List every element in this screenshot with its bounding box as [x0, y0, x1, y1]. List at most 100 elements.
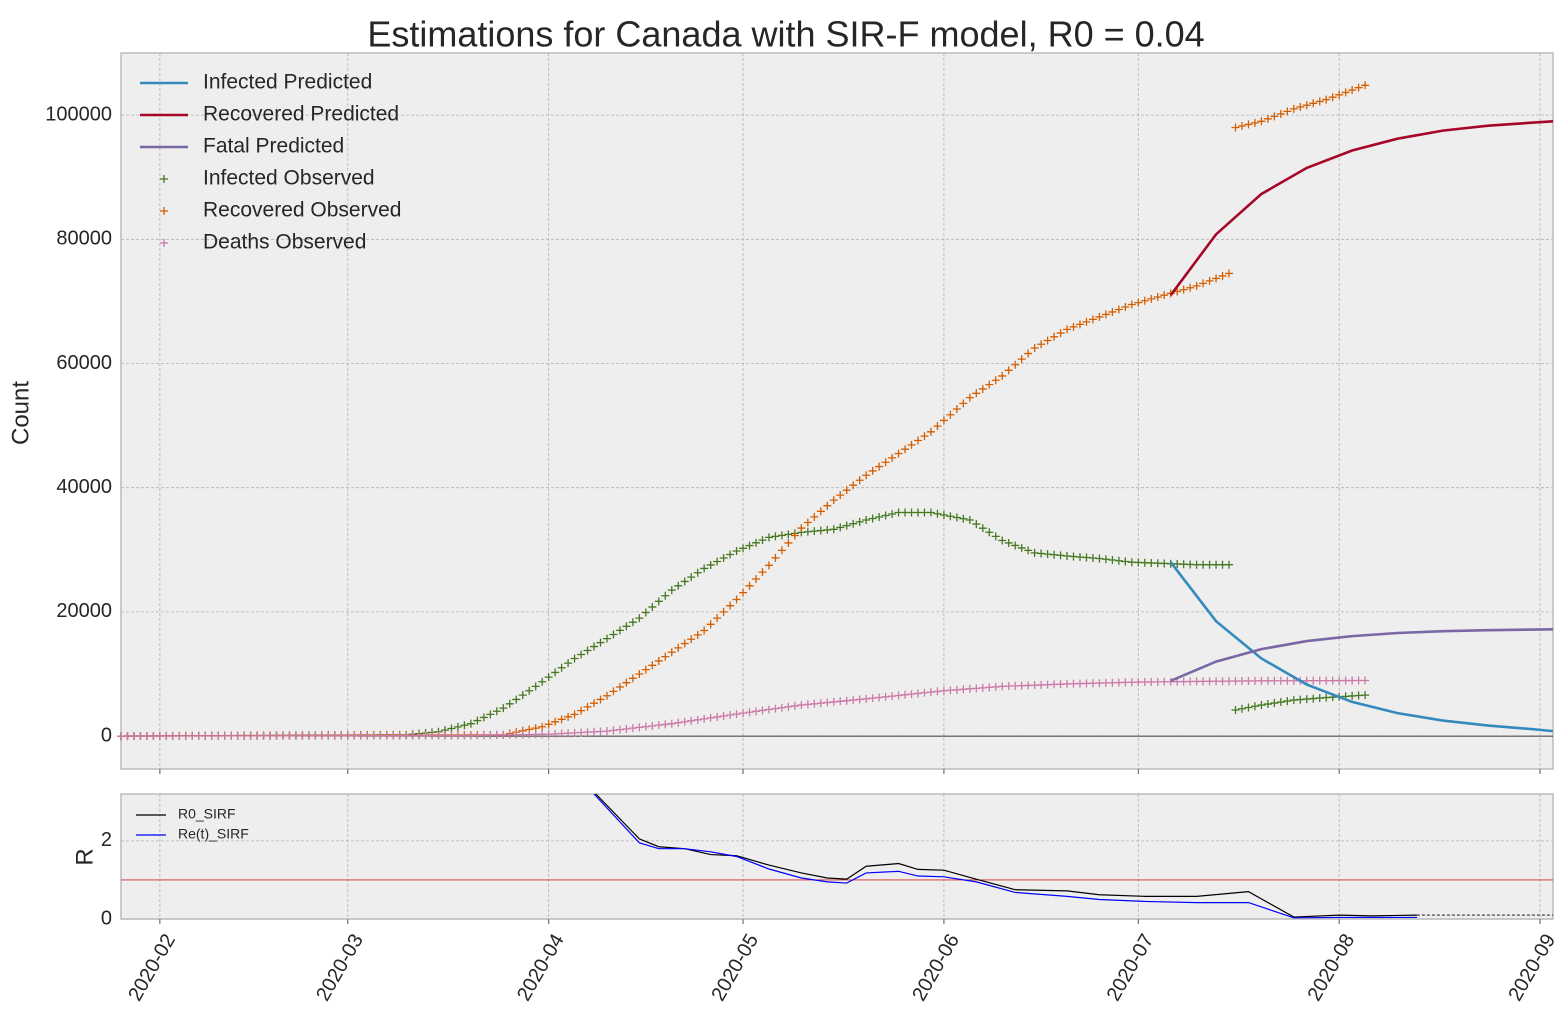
legend-label: Fatal Predicted	[203, 135, 344, 158]
data-point	[1354, 83, 1363, 92]
data-point	[881, 458, 890, 467]
data-point	[1341, 88, 1350, 97]
data-point	[920, 432, 929, 441]
data-point	[972, 389, 981, 398]
data-point	[1121, 557, 1130, 566]
data-point	[1134, 298, 1143, 307]
data-point	[933, 509, 942, 518]
x-tick-labels: 2020-02 2020-03 2020-04 2020-05 2020-06 2020-…	[124, 930, 1560, 1005]
bottom-y-tick-label: 0	[101, 907, 112, 929]
data-point	[1289, 104, 1298, 113]
data-point	[635, 614, 644, 623]
data-point	[641, 722, 650, 731]
data-point	[512, 695, 521, 704]
data-point	[1179, 285, 1188, 294]
data-point	[713, 614, 722, 623]
data-point	[1283, 697, 1292, 706]
top-y-tick-label: 20000	[56, 600, 112, 622]
data-point	[570, 710, 579, 719]
data-point	[842, 486, 851, 495]
data-point	[816, 507, 825, 516]
data-point	[777, 703, 786, 712]
data-point	[888, 510, 897, 519]
data-point	[492, 707, 501, 716]
legend-entry: Recovered Observed	[160, 199, 401, 222]
data-point	[1348, 86, 1357, 95]
data-point	[1043, 336, 1052, 345]
data-point	[868, 694, 877, 703]
data-point	[1302, 101, 1311, 110]
data-point	[1121, 302, 1130, 311]
top-y-tick-label: 0	[101, 724, 112, 746]
data-point	[1024, 546, 1033, 555]
data-point	[784, 530, 793, 539]
data-point	[667, 648, 676, 657]
data-point	[1147, 294, 1156, 303]
data-point	[719, 711, 728, 720]
deaths-observed-markers	[117, 676, 1370, 741]
bottom-y-tick-label: 2	[101, 829, 112, 851]
data-point	[1088, 315, 1097, 324]
data-point	[777, 546, 786, 555]
x-tick-label: 2020-09	[1504, 930, 1560, 1005]
top-y-tick-label: 100000	[45, 103, 112, 125]
data-point	[615, 725, 624, 734]
data-point	[641, 665, 650, 674]
data-point	[752, 574, 761, 583]
data-point	[1315, 97, 1324, 106]
data-point	[570, 654, 579, 663]
data-point	[894, 691, 903, 700]
data-point	[693, 568, 702, 577]
data-point	[661, 720, 670, 729]
data-point	[978, 524, 987, 533]
x-tick-label: 2020-03	[312, 930, 368, 1005]
recovered-predicted-line	[1169, 120, 1554, 296]
data-point	[1244, 120, 1253, 129]
data-point	[933, 687, 942, 696]
data-point	[661, 652, 670, 661]
data-point	[499, 704, 508, 713]
data-point	[978, 384, 987, 393]
data-point	[1218, 271, 1227, 280]
data-point	[758, 568, 767, 577]
data-point	[590, 642, 599, 651]
data-point	[985, 380, 994, 389]
data-point	[771, 532, 780, 541]
data-point	[596, 638, 605, 647]
data-point	[1095, 554, 1104, 563]
data-point	[525, 686, 534, 695]
x-tick-label: 2020-07	[1103, 930, 1159, 1005]
data-point	[1225, 269, 1234, 278]
data-point	[635, 723, 644, 732]
data-point	[635, 669, 644, 678]
data-point	[687, 716, 696, 725]
legend-label: Deaths Observed	[203, 231, 366, 254]
data-point	[551, 668, 560, 677]
data-point	[1263, 700, 1272, 709]
data-point	[790, 701, 799, 710]
data-point	[648, 721, 657, 730]
data-point	[680, 639, 689, 648]
data-point	[1270, 112, 1279, 121]
data-point	[577, 706, 586, 715]
data-point	[1276, 109, 1285, 118]
data-point	[1361, 676, 1370, 685]
data-point	[622, 678, 631, 687]
data-point	[726, 550, 735, 559]
x-tick-label: 2020-02	[124, 930, 180, 1005]
data-point	[577, 650, 586, 659]
x-tick-label: 2020-08	[1304, 930, 1360, 1005]
data-point	[615, 626, 624, 635]
data-point	[700, 626, 709, 635]
data-point	[1004, 538, 1013, 547]
bottom-plot-background	[120, 793, 1554, 920]
data-point	[946, 410, 955, 419]
data-point	[946, 512, 955, 521]
data-point	[622, 622, 631, 631]
data-point	[628, 618, 637, 627]
infected-predicted-line	[1169, 561, 1554, 733]
data-point	[1114, 556, 1123, 565]
data-point	[1101, 555, 1110, 564]
data-point	[1192, 281, 1201, 290]
